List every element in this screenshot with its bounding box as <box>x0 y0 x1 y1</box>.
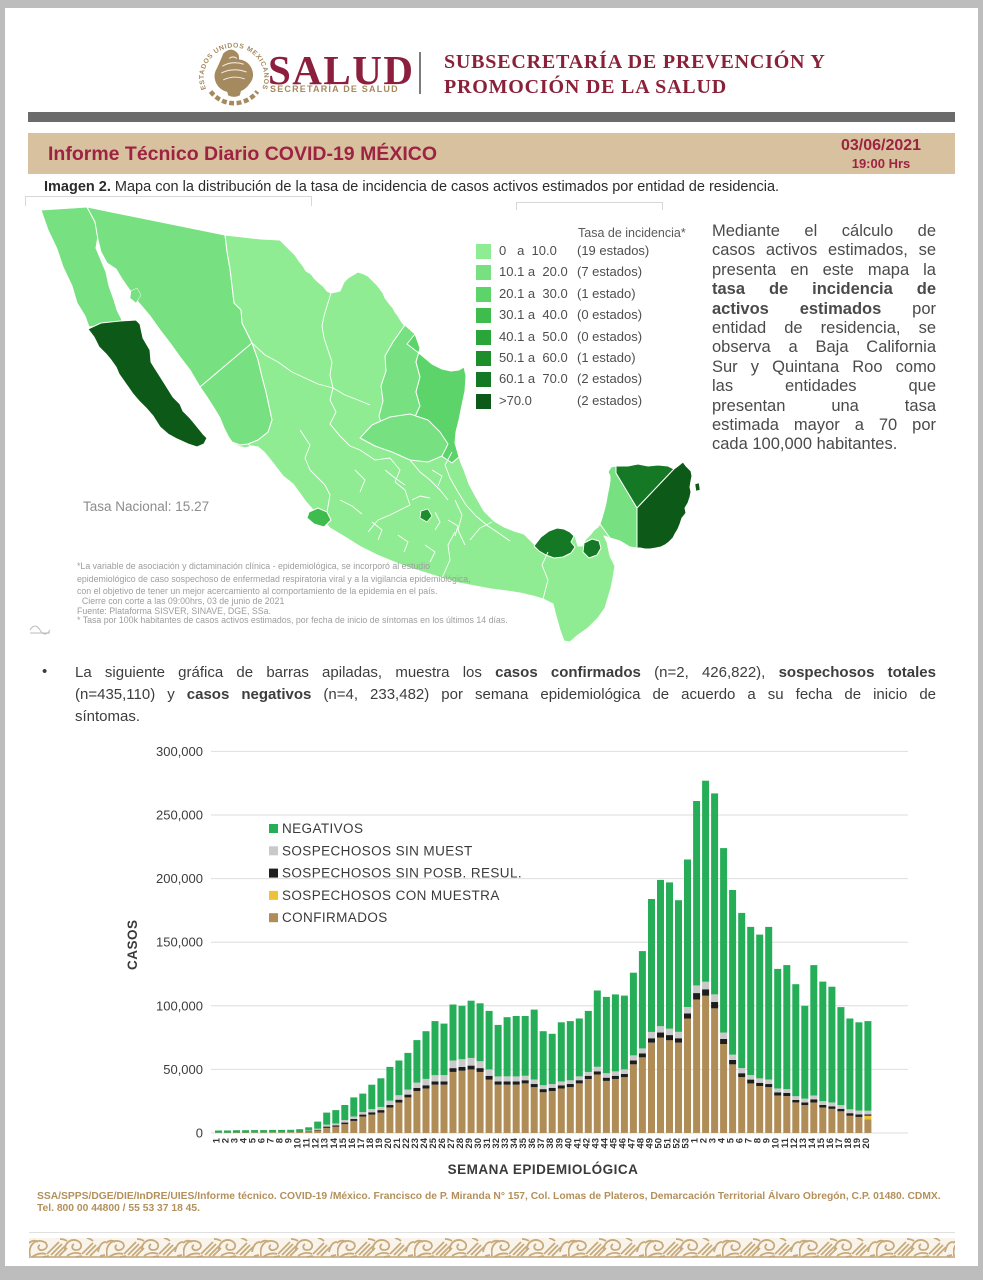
svg-text:SEMANA EPIDEMIOLÓGICA: SEMANA EPIDEMIOLÓGICA <box>448 1162 639 1177</box>
svg-text:34: 34 <box>509 1137 520 1148</box>
svg-text:21: 21 <box>392 1137 403 1148</box>
svg-text:40: 40 <box>563 1138 574 1149</box>
svg-text:9: 9 <box>762 1138 773 1143</box>
svg-text:35: 35 <box>518 1137 529 1148</box>
svg-text:49: 49 <box>645 1138 656 1149</box>
svg-text:4: 4 <box>717 1137 728 1143</box>
svg-text:37: 37 <box>536 1138 547 1149</box>
svg-text:9: 9 <box>284 1138 295 1143</box>
svg-text:52: 52 <box>672 1138 683 1149</box>
svg-text:31: 31 <box>482 1137 493 1148</box>
svg-text:100,000: 100,000 <box>156 998 203 1013</box>
svg-text:43: 43 <box>590 1138 601 1149</box>
svg-text:42: 42 <box>581 1138 592 1149</box>
svg-text:16: 16 <box>825 1138 836 1149</box>
svg-text:3: 3 <box>708 1138 719 1143</box>
svg-text:23: 23 <box>410 1138 421 1149</box>
svg-text:SOSPECHOSOS SIN POSB. RESUL.: SOSPECHOSOS SIN POSB. RESUL. <box>282 866 522 881</box>
svg-text:CONFIRMADOS: CONFIRMADOS <box>282 910 388 925</box>
svg-text:300,000: 300,000 <box>156 744 203 759</box>
svg-text:SOSPECHOSOS CON MUESTRA: SOSPECHOSOS CON MUESTRA <box>282 888 500 903</box>
svg-text:10: 10 <box>293 1138 304 1149</box>
svg-text:7: 7 <box>266 1138 277 1143</box>
svg-text:250,000: 250,000 <box>156 808 203 823</box>
svg-text:51: 51 <box>663 1137 674 1148</box>
svg-text:15: 15 <box>338 1137 349 1148</box>
svg-text:12: 12 <box>789 1138 800 1149</box>
svg-text:38: 38 <box>545 1138 556 1149</box>
svg-text:22: 22 <box>401 1138 412 1149</box>
svg-text:14: 14 <box>807 1137 818 1148</box>
svg-text:4: 4 <box>239 1137 250 1143</box>
svg-text:16: 16 <box>347 1138 358 1149</box>
svg-text:25: 25 <box>428 1137 439 1148</box>
svg-text:10: 10 <box>771 1138 782 1149</box>
svg-text:27: 27 <box>446 1138 457 1149</box>
svg-text:33: 33 <box>500 1138 511 1149</box>
svg-text:15: 15 <box>816 1137 827 1148</box>
svg-text:1: 1 <box>690 1137 701 1143</box>
svg-text:20: 20 <box>861 1138 872 1149</box>
svg-text:6: 6 <box>735 1138 746 1143</box>
svg-text:19: 19 <box>852 1138 863 1149</box>
svg-text:13: 13 <box>320 1138 331 1149</box>
svg-text:2: 2 <box>699 1138 710 1143</box>
svg-text:8: 8 <box>753 1138 764 1143</box>
svg-text:44: 44 <box>599 1137 610 1148</box>
svg-text:36: 36 <box>527 1138 538 1149</box>
svg-text:13: 13 <box>798 1138 809 1149</box>
svg-text:32: 32 <box>491 1138 502 1149</box>
svg-text:7: 7 <box>744 1138 755 1143</box>
svg-text:41: 41 <box>572 1137 583 1148</box>
svg-text:SOSPECHOSOS SIN MUEST: SOSPECHOSOS SIN MUEST <box>282 843 473 858</box>
svg-text:0: 0 <box>196 1126 203 1141</box>
svg-text:46: 46 <box>617 1138 628 1149</box>
svg-text:48: 48 <box>635 1138 646 1149</box>
svg-text:26: 26 <box>437 1138 448 1149</box>
svg-text:24: 24 <box>419 1137 430 1148</box>
svg-text:2: 2 <box>221 1138 232 1143</box>
svg-text:29: 29 <box>464 1138 475 1149</box>
svg-text:53: 53 <box>681 1138 692 1149</box>
svg-text:1: 1 <box>212 1137 223 1143</box>
svg-text:18: 18 <box>365 1138 376 1149</box>
svg-text:5: 5 <box>248 1137 259 1143</box>
svg-text:150,000: 150,000 <box>156 935 203 950</box>
svg-text:3: 3 <box>230 1138 241 1143</box>
svg-text:28: 28 <box>455 1138 466 1149</box>
svg-text:CASOS: CASOS <box>125 919 140 970</box>
svg-text:17: 17 <box>356 1138 367 1149</box>
svg-text:17: 17 <box>834 1138 845 1149</box>
svg-text:200,000: 200,000 <box>156 871 203 886</box>
svg-text:12: 12 <box>311 1138 322 1149</box>
svg-text:47: 47 <box>626 1138 637 1149</box>
svg-text:45: 45 <box>608 1137 619 1148</box>
svg-text:20: 20 <box>383 1138 394 1149</box>
svg-text:39: 39 <box>554 1138 565 1149</box>
svg-text:11: 11 <box>302 1137 313 1148</box>
svg-text:14: 14 <box>329 1137 340 1148</box>
svg-text:30: 30 <box>473 1138 484 1149</box>
svg-text:11: 11 <box>780 1137 791 1148</box>
svg-text:6: 6 <box>257 1138 268 1143</box>
svg-text:19: 19 <box>374 1138 385 1149</box>
svg-text:5: 5 <box>726 1137 737 1143</box>
svg-text:50,000: 50,000 <box>163 1062 203 1077</box>
svg-text:8: 8 <box>275 1138 286 1143</box>
svg-text:NEGATIVOS: NEGATIVOS <box>282 821 363 836</box>
svg-text:50: 50 <box>654 1138 665 1149</box>
svg-text:18: 18 <box>843 1138 854 1149</box>
